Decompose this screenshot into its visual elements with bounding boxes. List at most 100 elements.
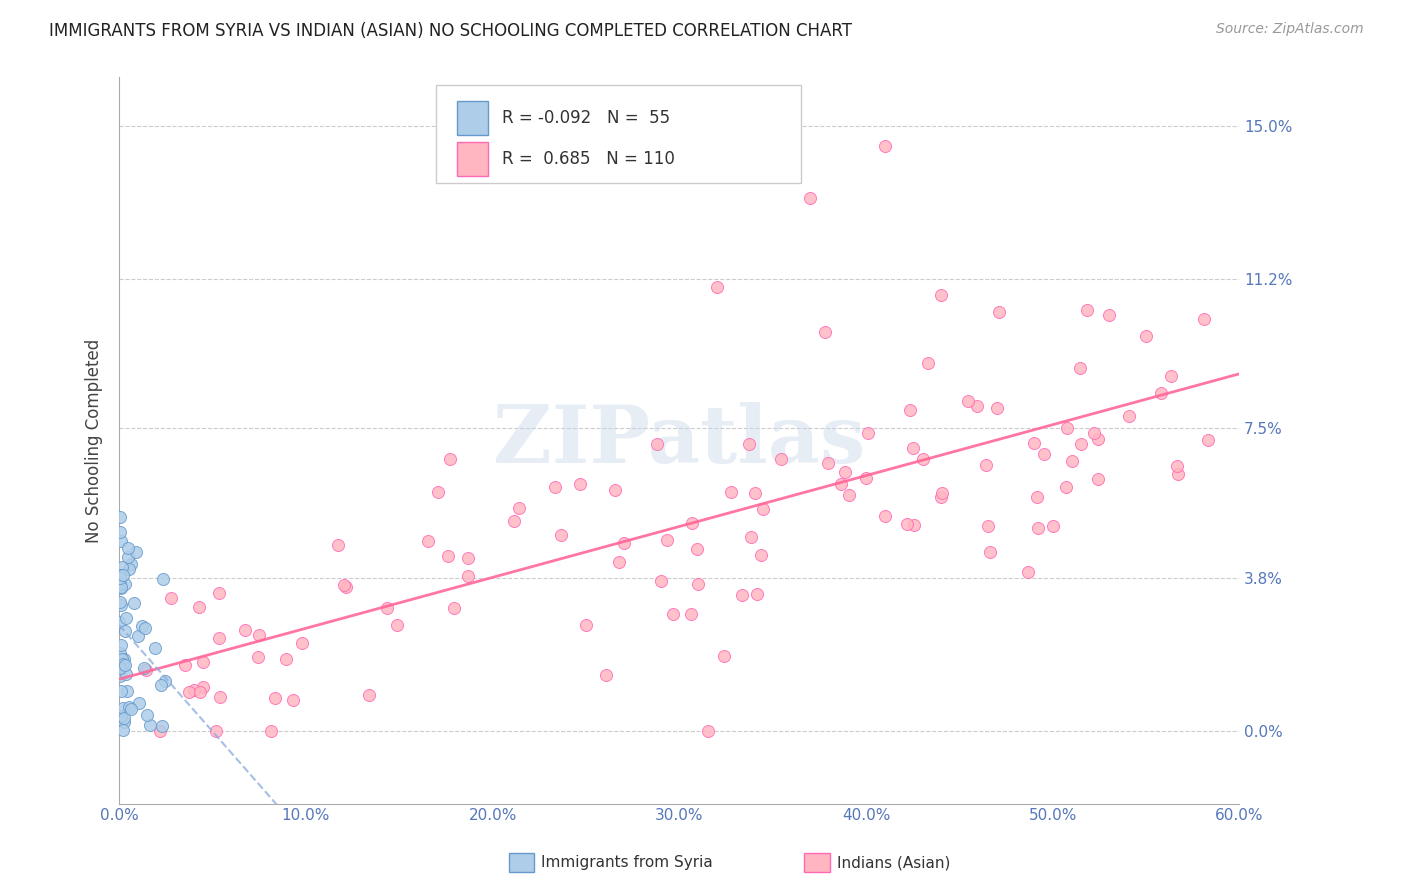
Point — [112, 711, 135, 725]
Point — [607, 555, 630, 569]
Point — [911, 451, 934, 466]
Point — [173, 657, 195, 672]
Point — [814, 325, 837, 339]
Point — [274, 651, 297, 665]
Point — [503, 515, 526, 529]
Text: Source: ZipAtlas.com: Source: ZipAtlas.com — [1216, 22, 1364, 37]
Point — [752, 502, 775, 516]
Point — [108, 568, 131, 582]
Point — [120, 557, 142, 571]
Point — [108, 570, 131, 584]
Point — [145, 641, 167, 656]
Point — [799, 191, 821, 205]
Point — [706, 280, 728, 294]
Point — [1166, 459, 1188, 474]
Point — [108, 661, 131, 675]
Point — [974, 458, 997, 473]
Point — [187, 599, 209, 614]
Point — [1054, 480, 1077, 494]
Point — [1042, 519, 1064, 533]
Point — [115, 667, 138, 681]
Point — [110, 646, 132, 660]
Point — [191, 655, 214, 669]
Point — [856, 426, 879, 441]
Point — [136, 708, 159, 723]
Point — [929, 491, 952, 505]
Point — [132, 660, 155, 674]
Point — [550, 527, 572, 541]
Point — [111, 559, 134, 574]
Point — [740, 529, 762, 543]
Text: IMMIGRANTS FROM SYRIA VS INDIAN (ASIAN) NO SCHOOLING COMPLETED CORRELATION CHART: IMMIGRANTS FROM SYRIA VS INDIAN (ASIAN) … — [49, 22, 852, 40]
Text: R = -0.092   N =  55: R = -0.092 N = 55 — [502, 109, 671, 127]
Text: Immigrants from Syria: Immigrants from Syria — [541, 855, 713, 870]
Point — [508, 501, 530, 516]
Point — [110, 599, 132, 613]
Point — [150, 678, 173, 692]
Point — [135, 663, 157, 677]
Point — [898, 403, 921, 417]
Point — [153, 673, 176, 688]
Point — [686, 542, 709, 557]
Point — [817, 456, 839, 470]
Point — [110, 709, 132, 723]
Point — [118, 562, 141, 576]
Point — [191, 680, 214, 694]
Point — [1118, 409, 1140, 423]
Point — [1197, 434, 1219, 448]
Point — [661, 607, 683, 622]
Point — [613, 535, 636, 549]
Point — [108, 669, 131, 683]
Point — [131, 618, 153, 632]
Point — [1150, 385, 1173, 400]
Point — [988, 304, 1011, 318]
Point — [208, 690, 231, 704]
Point — [111, 568, 134, 582]
Point — [260, 724, 283, 739]
Point — [896, 516, 918, 531]
Point — [437, 549, 460, 564]
Point — [834, 465, 856, 479]
Point — [110, 568, 132, 582]
Point — [110, 577, 132, 591]
Point — [152, 572, 174, 586]
Point — [127, 629, 149, 643]
Point — [966, 399, 988, 413]
Point — [1024, 436, 1046, 450]
Point — [929, 288, 952, 302]
Point — [264, 691, 287, 706]
Point — [986, 401, 1008, 415]
Point — [731, 588, 754, 602]
Point — [139, 717, 162, 731]
Point — [122, 596, 145, 610]
Point — [1160, 368, 1182, 383]
Point — [1076, 302, 1098, 317]
Point — [681, 516, 703, 530]
Point — [108, 510, 131, 524]
Text: ZIPatlas: ZIPatlas — [494, 401, 866, 480]
Point — [595, 668, 617, 682]
Point — [117, 541, 139, 555]
Point — [1135, 328, 1157, 343]
Text: Indians (Asian): Indians (Asian) — [837, 855, 950, 870]
Point — [117, 549, 139, 564]
Point — [246, 650, 269, 665]
Point — [111, 651, 134, 665]
Point — [1017, 566, 1039, 580]
Point — [177, 685, 200, 699]
Point — [744, 486, 766, 500]
Point — [110, 658, 132, 673]
Point — [1032, 447, 1054, 461]
Point — [1026, 521, 1049, 535]
Point — [1056, 421, 1078, 435]
Point — [568, 477, 591, 491]
Point — [128, 696, 150, 710]
Point — [125, 545, 148, 559]
Point — [956, 393, 979, 408]
Point — [1070, 437, 1092, 451]
Point — [931, 486, 953, 500]
Point — [110, 524, 132, 539]
Point — [114, 624, 136, 639]
Point — [111, 700, 134, 714]
Point — [120, 702, 142, 716]
